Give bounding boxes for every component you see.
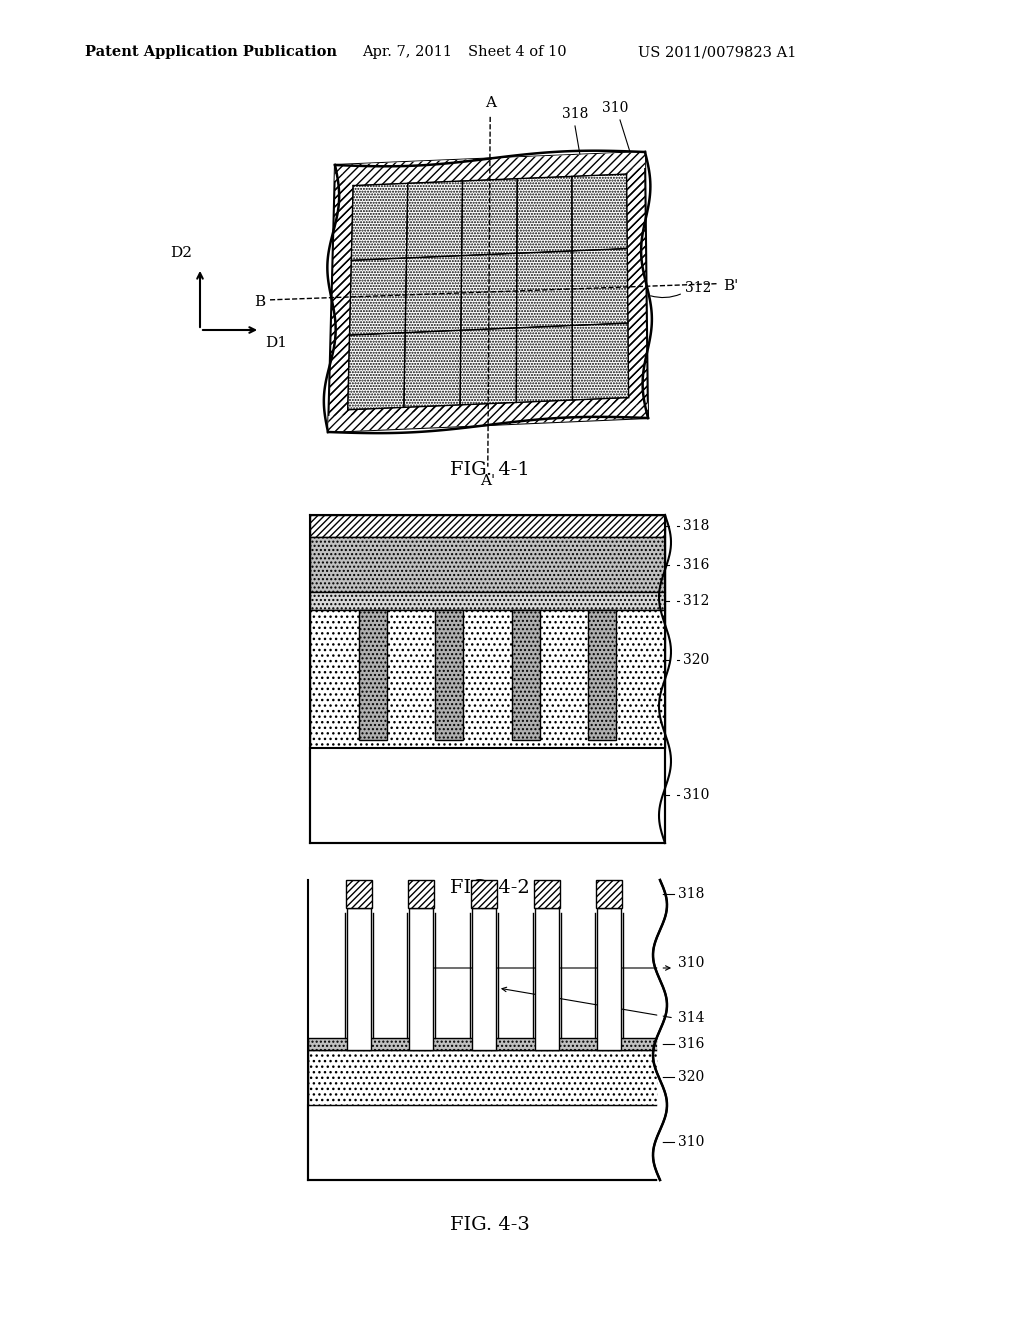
Polygon shape — [347, 908, 371, 1049]
Text: FIG. 4-3: FIG. 4-3 — [451, 1216, 530, 1234]
Polygon shape — [308, 1049, 660, 1105]
Polygon shape — [534, 880, 560, 908]
Text: 310: 310 — [678, 1135, 705, 1148]
Text: D2: D2 — [170, 246, 193, 260]
Polygon shape — [335, 152, 645, 186]
Polygon shape — [410, 908, 433, 1049]
Text: A: A — [484, 96, 496, 110]
Polygon shape — [435, 610, 463, 741]
Polygon shape — [308, 1105, 660, 1180]
Text: 312: 312 — [685, 281, 712, 294]
Text: 320: 320 — [683, 653, 710, 667]
Text: 310: 310 — [678, 956, 705, 970]
Polygon shape — [472, 908, 496, 1049]
Polygon shape — [308, 1038, 660, 1049]
Text: 320: 320 — [678, 1071, 705, 1084]
Text: 318: 318 — [683, 519, 710, 533]
Text: 318: 318 — [678, 887, 705, 902]
Polygon shape — [516, 326, 572, 403]
Text: B': B' — [723, 279, 738, 293]
Polygon shape — [461, 253, 517, 330]
Polygon shape — [460, 327, 516, 405]
Text: 316: 316 — [683, 558, 710, 572]
Polygon shape — [512, 610, 540, 741]
Text: D1: D1 — [265, 337, 287, 350]
Polygon shape — [407, 181, 463, 257]
Polygon shape — [310, 515, 665, 537]
Text: 314: 314 — [678, 1011, 705, 1026]
Polygon shape — [328, 152, 648, 432]
Polygon shape — [358, 610, 387, 741]
Polygon shape — [308, 880, 660, 1180]
Text: FIG. 4-2: FIG. 4-2 — [451, 879, 529, 898]
Polygon shape — [310, 537, 665, 591]
Polygon shape — [572, 323, 629, 400]
Polygon shape — [328, 403, 648, 432]
Polygon shape — [403, 330, 461, 408]
Polygon shape — [471, 880, 497, 908]
Polygon shape — [348, 333, 406, 409]
Polygon shape — [572, 248, 628, 326]
Polygon shape — [335, 152, 645, 181]
Text: Patent Application Publication: Patent Application Publication — [85, 45, 337, 59]
Text: 310: 310 — [602, 102, 628, 115]
Polygon shape — [571, 174, 628, 251]
Polygon shape — [310, 591, 665, 610]
Polygon shape — [517, 177, 572, 253]
Text: Sheet 4 of 10: Sheet 4 of 10 — [468, 45, 566, 59]
Polygon shape — [597, 908, 622, 1049]
Text: FIG. 4-1: FIG. 4-1 — [451, 461, 529, 479]
Polygon shape — [310, 610, 665, 748]
Text: 310: 310 — [683, 788, 710, 803]
Text: US 2011/0079823 A1: US 2011/0079823 A1 — [638, 45, 797, 59]
Text: B: B — [254, 294, 265, 309]
Polygon shape — [310, 748, 665, 843]
Polygon shape — [409, 880, 434, 908]
Polygon shape — [535, 908, 559, 1049]
Text: A': A' — [480, 474, 496, 487]
Polygon shape — [346, 880, 372, 908]
Text: Apr. 7, 2011: Apr. 7, 2011 — [362, 45, 452, 59]
Polygon shape — [596, 880, 623, 908]
Polygon shape — [462, 178, 517, 256]
Polygon shape — [516, 251, 572, 327]
Polygon shape — [351, 183, 408, 260]
Polygon shape — [406, 256, 462, 333]
Polygon shape — [349, 257, 407, 335]
Polygon shape — [589, 610, 616, 741]
Text: 316: 316 — [678, 1038, 705, 1051]
Text: 312: 312 — [683, 594, 710, 609]
Text: 318: 318 — [562, 107, 588, 121]
